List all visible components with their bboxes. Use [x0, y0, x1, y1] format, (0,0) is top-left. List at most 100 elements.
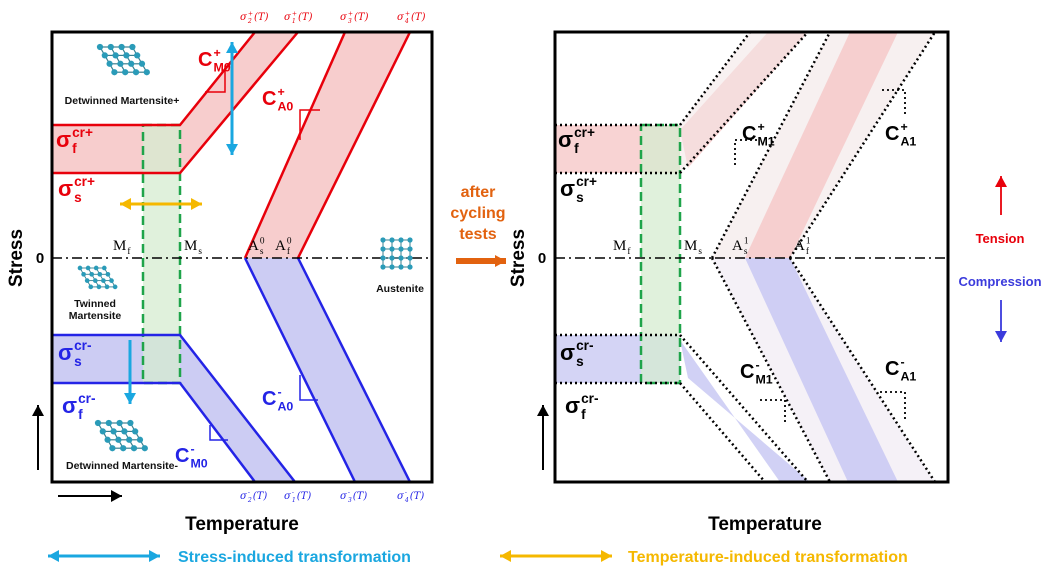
critical-stress-label-sup: cr- — [78, 391, 95, 406]
transformation-zone — [641, 125, 680, 383]
lattice-atom — [407, 246, 412, 251]
lattice-atom — [129, 44, 135, 50]
lattice-atom — [407, 237, 412, 242]
boundary-label-sup: + — [292, 11, 297, 18]
axis-label: Stress — [6, 229, 27, 287]
temperature-label-sup: 0 — [260, 236, 265, 246]
slope-label: C — [262, 88, 276, 110]
transformation-zone — [143, 125, 180, 383]
lattice-atom — [105, 285, 110, 290]
critical-stress-label: σ — [58, 176, 73, 201]
boundary-label-sub: 2 — [247, 18, 252, 25]
lattice-atom — [398, 246, 403, 251]
lattice-atom — [111, 69, 117, 75]
lattice-atom — [142, 445, 148, 451]
axis-label: Temperature — [708, 514, 822, 535]
temperature-label: M — [113, 238, 126, 254]
diagram: σ+2(T)σ+1(T)σ+3(T)σ+4(T)σ-2(T)σ-1(T)σ-3(… — [0, 0, 1055, 574]
phase-label: Austenite — [376, 283, 424, 295]
critical-stress-label: σ — [58, 340, 73, 365]
temperature-label-sub: s — [698, 247, 702, 257]
lattice-atom — [398, 237, 403, 242]
lattice-atom — [112, 52, 118, 58]
lattice-atom — [101, 278, 106, 283]
critical-stress-label-sub: s — [74, 354, 82, 369]
slope-label-sup: + — [757, 120, 764, 134]
boundary-label-tail: (T) — [253, 491, 268, 502]
lattice-atom — [134, 52, 140, 58]
critical-stress-label-sub: f — [574, 141, 579, 156]
lattice-atom — [106, 61, 112, 67]
boundary-label-tail: (T) — [297, 491, 312, 502]
boundary-label-tail: (T) — [354, 12, 369, 23]
temperature-label: M — [613, 238, 626, 254]
lattice-atom — [121, 428, 127, 434]
lattice-atom — [139, 61, 145, 67]
lattice-atom — [133, 69, 139, 75]
critical-stress-label: σ — [565, 393, 580, 418]
critical-stress-label-sup: cr- — [581, 391, 598, 406]
lattice-atom — [81, 272, 86, 277]
critical-stress-label-sub: f — [581, 407, 586, 422]
lattice-atom — [89, 272, 94, 277]
boundary-label-tail: (T) — [410, 491, 425, 502]
lattice-atom — [389, 246, 394, 251]
lattice-atom — [94, 266, 99, 271]
lattice-atom — [122, 69, 128, 75]
temperature-label-sup: 1 — [806, 236, 811, 246]
temperature-label-sub: s — [260, 247, 264, 257]
lattice-atom — [97, 44, 103, 50]
slope-label-sup: - — [755, 358, 759, 372]
transition-label: tests — [459, 226, 496, 243]
lattice-atom — [389, 237, 394, 242]
transition-label: cycling — [450, 205, 505, 222]
temperature-label-sup: 1 — [744, 236, 749, 246]
lattice-atom — [109, 278, 114, 283]
critical-stress-label-sup: cr+ — [74, 174, 95, 189]
slope-label-sup: - — [190, 442, 194, 456]
slope-label-sup: - — [277, 385, 281, 399]
boundary-label-sup: + — [405, 11, 410, 18]
temperature-label-sub: s — [744, 247, 748, 257]
critical-stress-label-sup: cr- — [576, 338, 593, 353]
lattice-atom — [97, 272, 102, 277]
lattice-atom — [398, 264, 403, 269]
lattice-atom — [144, 69, 150, 75]
critical-stress-label-sup: cr- — [74, 338, 91, 353]
phase-label: Twinned — [74, 298, 116, 310]
temperature-label: A — [732, 238, 743, 254]
lattice-atom — [85, 278, 90, 283]
legend-label: Temperature-induced transformation — [628, 549, 908, 566]
slope-label: C — [885, 123, 899, 145]
lattice-atom — [407, 255, 412, 260]
lattice-atom — [389, 255, 394, 260]
lattice-atom — [95, 420, 101, 426]
axis-label: Stress — [508, 229, 529, 287]
critical-stress-label: σ — [560, 340, 575, 365]
lattice-atom — [117, 61, 123, 67]
lattice-atom — [109, 445, 115, 451]
lattice-atom — [108, 44, 114, 50]
temperature-label: M — [684, 238, 697, 254]
boundary-label-sub: 4 — [404, 18, 409, 25]
boundary-label: σ — [284, 491, 292, 502]
lattice-atom — [115, 437, 121, 443]
phase-label: Detwinned Martensite- — [66, 460, 179, 472]
boundary-label-sup: - — [292, 490, 294, 497]
lattice-atom — [398, 255, 403, 260]
slope-label-sub: A1 — [900, 135, 916, 149]
boundary-label: σ — [397, 12, 405, 23]
boundary-label-sub: 1 — [292, 497, 296, 504]
phase-label: Martensite — [69, 310, 122, 322]
lattice-atom — [127, 420, 133, 426]
boundary-label-sub: 3 — [348, 18, 352, 25]
temperature-label: A — [248, 238, 259, 254]
temperature-label: A — [794, 238, 805, 254]
slope-label-sup: + — [900, 120, 907, 134]
boundary-label-tail: (T) — [353, 491, 368, 502]
zero-label: 0 — [36, 250, 44, 267]
legend-label: Stress-induced transformation — [178, 549, 411, 566]
slope-label: C — [262, 388, 276, 410]
slope-label-sub: M1 — [757, 135, 774, 149]
boundary-label: σ — [340, 12, 348, 23]
